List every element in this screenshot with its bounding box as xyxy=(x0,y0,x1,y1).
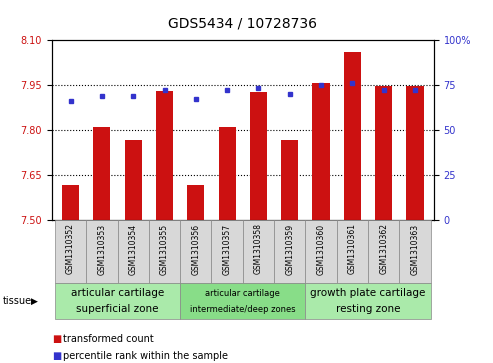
Bar xyxy=(306,283,431,319)
Bar xyxy=(149,220,180,283)
Text: GSM1310356: GSM1310356 xyxy=(191,223,200,274)
Bar xyxy=(125,140,142,220)
Text: resting zone: resting zone xyxy=(336,304,400,314)
Text: GSM1310363: GSM1310363 xyxy=(411,223,420,274)
Text: GSM1310354: GSM1310354 xyxy=(129,223,138,274)
Bar xyxy=(180,283,306,319)
Text: GDS5434 / 10728736: GDS5434 / 10728736 xyxy=(168,16,317,30)
Bar xyxy=(274,220,306,283)
Bar xyxy=(406,86,423,220)
Text: GSM1310360: GSM1310360 xyxy=(317,223,325,274)
Text: GSM1310361: GSM1310361 xyxy=(348,223,357,274)
Bar xyxy=(281,140,298,220)
Bar xyxy=(243,220,274,283)
Text: transformed count: transformed count xyxy=(63,334,153,344)
Bar xyxy=(368,220,399,283)
Text: growth plate cartilage: growth plate cartilage xyxy=(311,288,426,298)
Text: GSM1310355: GSM1310355 xyxy=(160,223,169,274)
Text: ▶: ▶ xyxy=(31,297,37,306)
Bar xyxy=(180,220,211,283)
Bar xyxy=(250,92,267,220)
Bar xyxy=(156,91,173,220)
Text: percentile rank within the sample: percentile rank within the sample xyxy=(63,351,228,361)
Bar xyxy=(55,283,180,319)
Text: GSM1310362: GSM1310362 xyxy=(379,223,388,274)
Bar xyxy=(93,127,110,220)
Bar xyxy=(344,52,361,220)
Text: ■: ■ xyxy=(52,351,61,361)
Text: articular cartilage: articular cartilage xyxy=(206,289,280,298)
Bar xyxy=(218,127,236,220)
Text: GSM1310358: GSM1310358 xyxy=(254,223,263,274)
Text: GSM1310357: GSM1310357 xyxy=(223,223,232,274)
Bar xyxy=(306,220,337,283)
Bar xyxy=(55,220,86,283)
Text: GSM1310353: GSM1310353 xyxy=(98,223,106,274)
Text: articular cartilage: articular cartilage xyxy=(71,288,164,298)
Text: GSM1310359: GSM1310359 xyxy=(285,223,294,274)
Text: tissue: tissue xyxy=(2,296,32,306)
Bar xyxy=(86,220,117,283)
Bar xyxy=(211,220,243,283)
Bar xyxy=(375,86,392,220)
Text: intermediate/deep zones: intermediate/deep zones xyxy=(190,305,296,314)
Bar xyxy=(337,220,368,283)
Bar xyxy=(313,83,330,220)
Text: GSM1310352: GSM1310352 xyxy=(66,223,75,274)
Text: superficial zone: superficial zone xyxy=(76,304,159,314)
Bar xyxy=(187,185,205,220)
Bar xyxy=(399,220,431,283)
Bar xyxy=(62,185,79,220)
Bar xyxy=(117,220,149,283)
Text: ■: ■ xyxy=(52,334,61,344)
